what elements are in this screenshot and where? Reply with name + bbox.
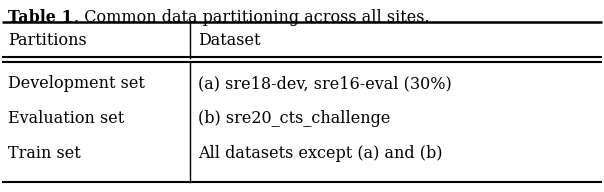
- Text: . Common data partitioning across all sites.: . Common data partitioning across all si…: [74, 9, 429, 26]
- Text: (a) sre18-dev, sre16-eval (30%): (a) sre18-dev, sre16-eval (30%): [198, 75, 452, 92]
- Text: Development set: Development set: [8, 75, 145, 92]
- Text: Partitions: Partitions: [8, 32, 87, 49]
- Text: Table 1: Table 1: [8, 9, 72, 26]
- Text: All datasets except (a) and (b): All datasets except (a) and (b): [198, 145, 443, 162]
- Text: (b) sre20_cts_challenge: (b) sre20_cts_challenge: [198, 110, 391, 127]
- Text: Evaluation set: Evaluation set: [8, 110, 124, 127]
- Text: Dataset: Dataset: [198, 32, 261, 49]
- Text: Train set: Train set: [8, 145, 81, 162]
